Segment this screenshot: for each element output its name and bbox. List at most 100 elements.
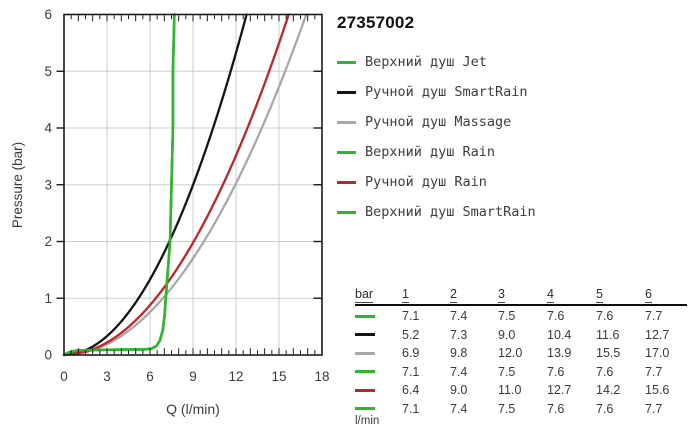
- table-row-swatch-cell: [355, 400, 402, 419]
- table-value-cell: 6.9: [402, 346, 420, 361]
- axis-ticks: [56, 15, 322, 355]
- legend-label: Ручной душ SmartRain: [365, 84, 528, 100]
- table-value-cell: 14.2: [596, 383, 621, 398]
- table-value-cell: 7.1: [402, 364, 420, 379]
- table-value-cell: 9.0: [450, 383, 468, 398]
- table-row-swatch-cell: [355, 344, 402, 363]
- table-row-swatch: [355, 333, 375, 337]
- table-value-cell: 7.6: [547, 364, 565, 379]
- table-header-col: 5: [596, 287, 603, 303]
- x-tick-label: 12: [228, 369, 243, 384]
- table-value-cell: 15.6: [645, 383, 670, 398]
- table-header-col: 3: [498, 287, 505, 303]
- table-row-swatch: [355, 314, 375, 318]
- flow-pressure-table: bar 1 2 3 4 5 6 7.1 7.4 7.5 7.6 7.6 7.7 5.2 7.3 9.0 10.4…: [355, 287, 687, 427]
- legend-item: Верхний душ SmartRain: [337, 197, 536, 227]
- series-curves: [62, 13, 308, 357]
- table-value-cell: 7.7: [645, 309, 663, 324]
- table-value-cell: 7.3: [450, 327, 468, 342]
- table-value-cell: 7.7: [645, 401, 663, 416]
- table-row-swatch-cell: [355, 307, 402, 326]
- table-value-cell: 9.8: [450, 346, 468, 361]
- legend-swatch: [337, 150, 356, 154]
- table-header-col: 2: [450, 287, 457, 303]
- table-value-cell: 11.0: [498, 383, 522, 398]
- y-tick-label: 6: [44, 7, 52, 22]
- y-tick-label: 5: [44, 64, 52, 79]
- gridlines: [64, 14, 322, 355]
- table-value-cell: 7.6: [547, 401, 565, 416]
- table-value-cell: 7.4: [450, 401, 468, 416]
- table-value-cell: 7.7: [645, 364, 663, 379]
- legend-swatch: [337, 90, 356, 94]
- table-value-cell: 7.6: [547, 309, 565, 324]
- table-header-col: 4: [547, 287, 554, 303]
- table-row-swatch-cell: [355, 381, 402, 400]
- table-value-cell: 11.6: [596, 327, 620, 342]
- table-value-cell: 17.0: [645, 346, 670, 361]
- table-value-cell: 12.7: [547, 383, 572, 398]
- table-row-swatch-cell: [355, 363, 402, 382]
- y-axis-title: Pressure (bar): [10, 142, 25, 228]
- table-value-cell: 7.4: [450, 364, 468, 379]
- table-value-cell: 7.6: [596, 364, 614, 379]
- x-axis-title: Q (l/min): [166, 401, 220, 417]
- y-tick-label: 4: [44, 121, 52, 136]
- table-value-cell: 7.5: [498, 364, 516, 379]
- y-tick-label: 0: [44, 348, 52, 363]
- table-value-cell: 7.5: [498, 401, 516, 416]
- table-value-cell: 7.1: [402, 401, 420, 416]
- y-tick-label: 3: [44, 177, 52, 192]
- table-header-bar: bar: [355, 287, 374, 303]
- x-tick-label: 18: [314, 369, 329, 384]
- curve-sqrt: [62, 13, 290, 357]
- table-value-cell: 10.4: [547, 327, 572, 342]
- table-value-cell: 6.4: [402, 383, 420, 398]
- y-tick-label: 2: [44, 234, 52, 249]
- table-row-swatch: [355, 351, 375, 355]
- legend-swatch: [337, 180, 356, 184]
- legend-swatch: [337, 210, 356, 214]
- y-tick-label: 1: [44, 291, 52, 306]
- legend-item: Верхний душ Jet: [337, 47, 536, 77]
- table-header-rule: [355, 304, 687, 306]
- product-code-title: 27357002: [337, 13, 415, 32]
- legend-item: Верхний душ Rain: [337, 137, 536, 167]
- table-row-swatch: [355, 407, 375, 411]
- table-row-swatch: [355, 370, 375, 374]
- legend-item: Ручной душ Rain: [337, 167, 536, 197]
- table-row-swatch-cell: [355, 326, 402, 345]
- table-value-cell: 12.7: [645, 327, 670, 342]
- legend-item: Ручной душ Massage: [337, 107, 536, 137]
- table-value-cell: 7.4: [450, 309, 468, 324]
- table-value-cell: 7.6: [596, 401, 614, 416]
- curve-throttle: [62, 13, 176, 357]
- legend-label: Верхний душ SmartRain: [365, 204, 536, 220]
- table-value-cell: 7.6: [596, 309, 614, 324]
- table-value-cell: 15.5: [596, 346, 621, 361]
- legend-swatch: [337, 60, 356, 64]
- table-unit-label: l/min: [355, 415, 380, 427]
- legend-label: Верхний душ Rain: [365, 144, 496, 160]
- x-tick-label: 0: [60, 369, 68, 384]
- table-header-col: 6: [645, 287, 652, 303]
- legend-label: Верхний душ Jet: [365, 54, 487, 70]
- legend-swatch: [337, 120, 356, 124]
- table-value-cell: 13.9: [547, 346, 572, 361]
- x-tick-label: 6: [146, 369, 154, 384]
- x-tick-label: 9: [189, 369, 197, 384]
- table-value-cell: 7.1: [402, 309, 420, 324]
- table-value-cell: 12.0: [498, 346, 523, 361]
- legend-label: Ручной душ Rain: [365, 174, 487, 190]
- x-tick-label: 15: [271, 369, 286, 384]
- curve-sqrt: [62, 13, 248, 357]
- curve-sqrt: [62, 13, 308, 357]
- table-header-col: 1: [402, 287, 409, 303]
- table-value-cell: 9.0: [498, 327, 516, 342]
- legend: Верхний душ Jet Ручной душ SmartRain Ручно…: [337, 47, 536, 227]
- table-row-swatch: [355, 388, 375, 392]
- legend-item: Ручной душ SmartRain: [337, 77, 536, 107]
